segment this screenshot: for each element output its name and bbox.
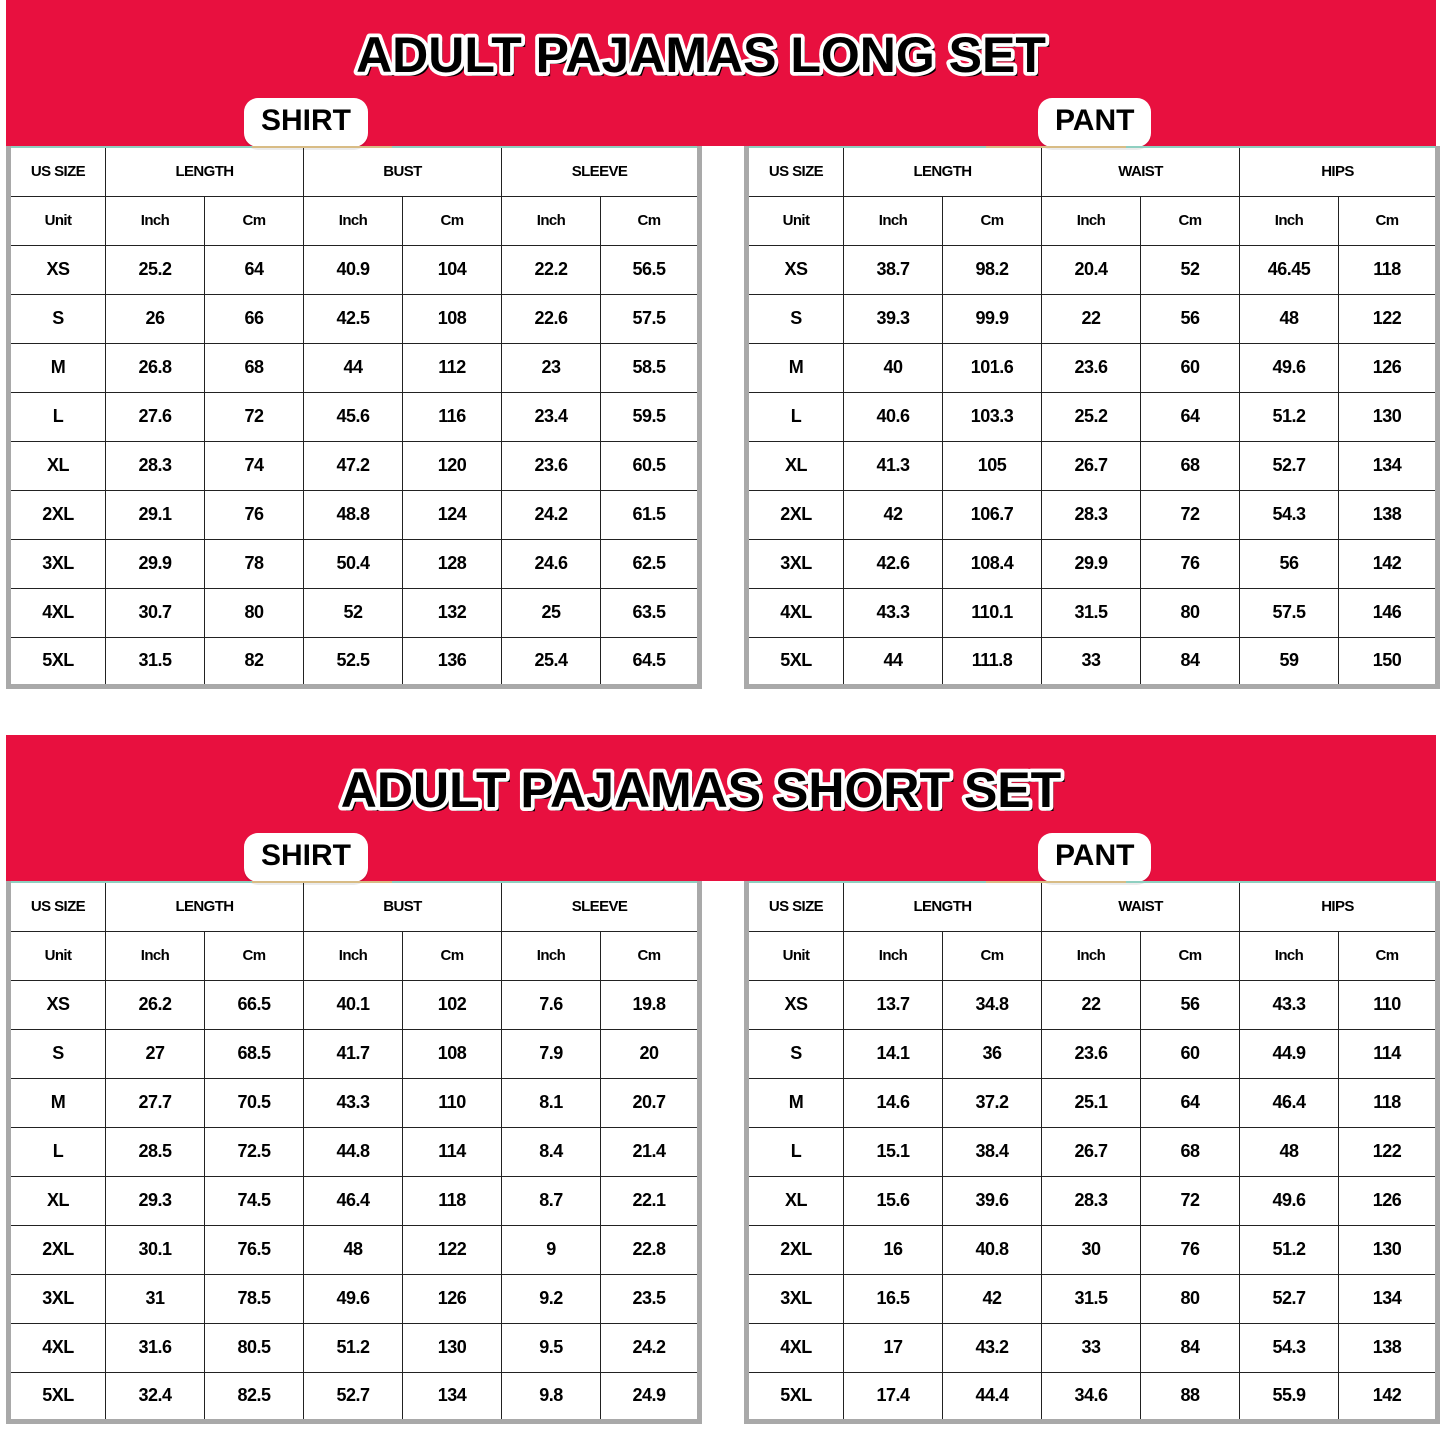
svg-text:ADULT PAJAMAS LONG SET: ADULT PAJAMAS LONG SET: [356, 27, 1046, 83]
svg-text:ADULT PAJAMAS SHORT SET: ADULT PAJAMAS SHORT SET: [341, 762, 1061, 818]
